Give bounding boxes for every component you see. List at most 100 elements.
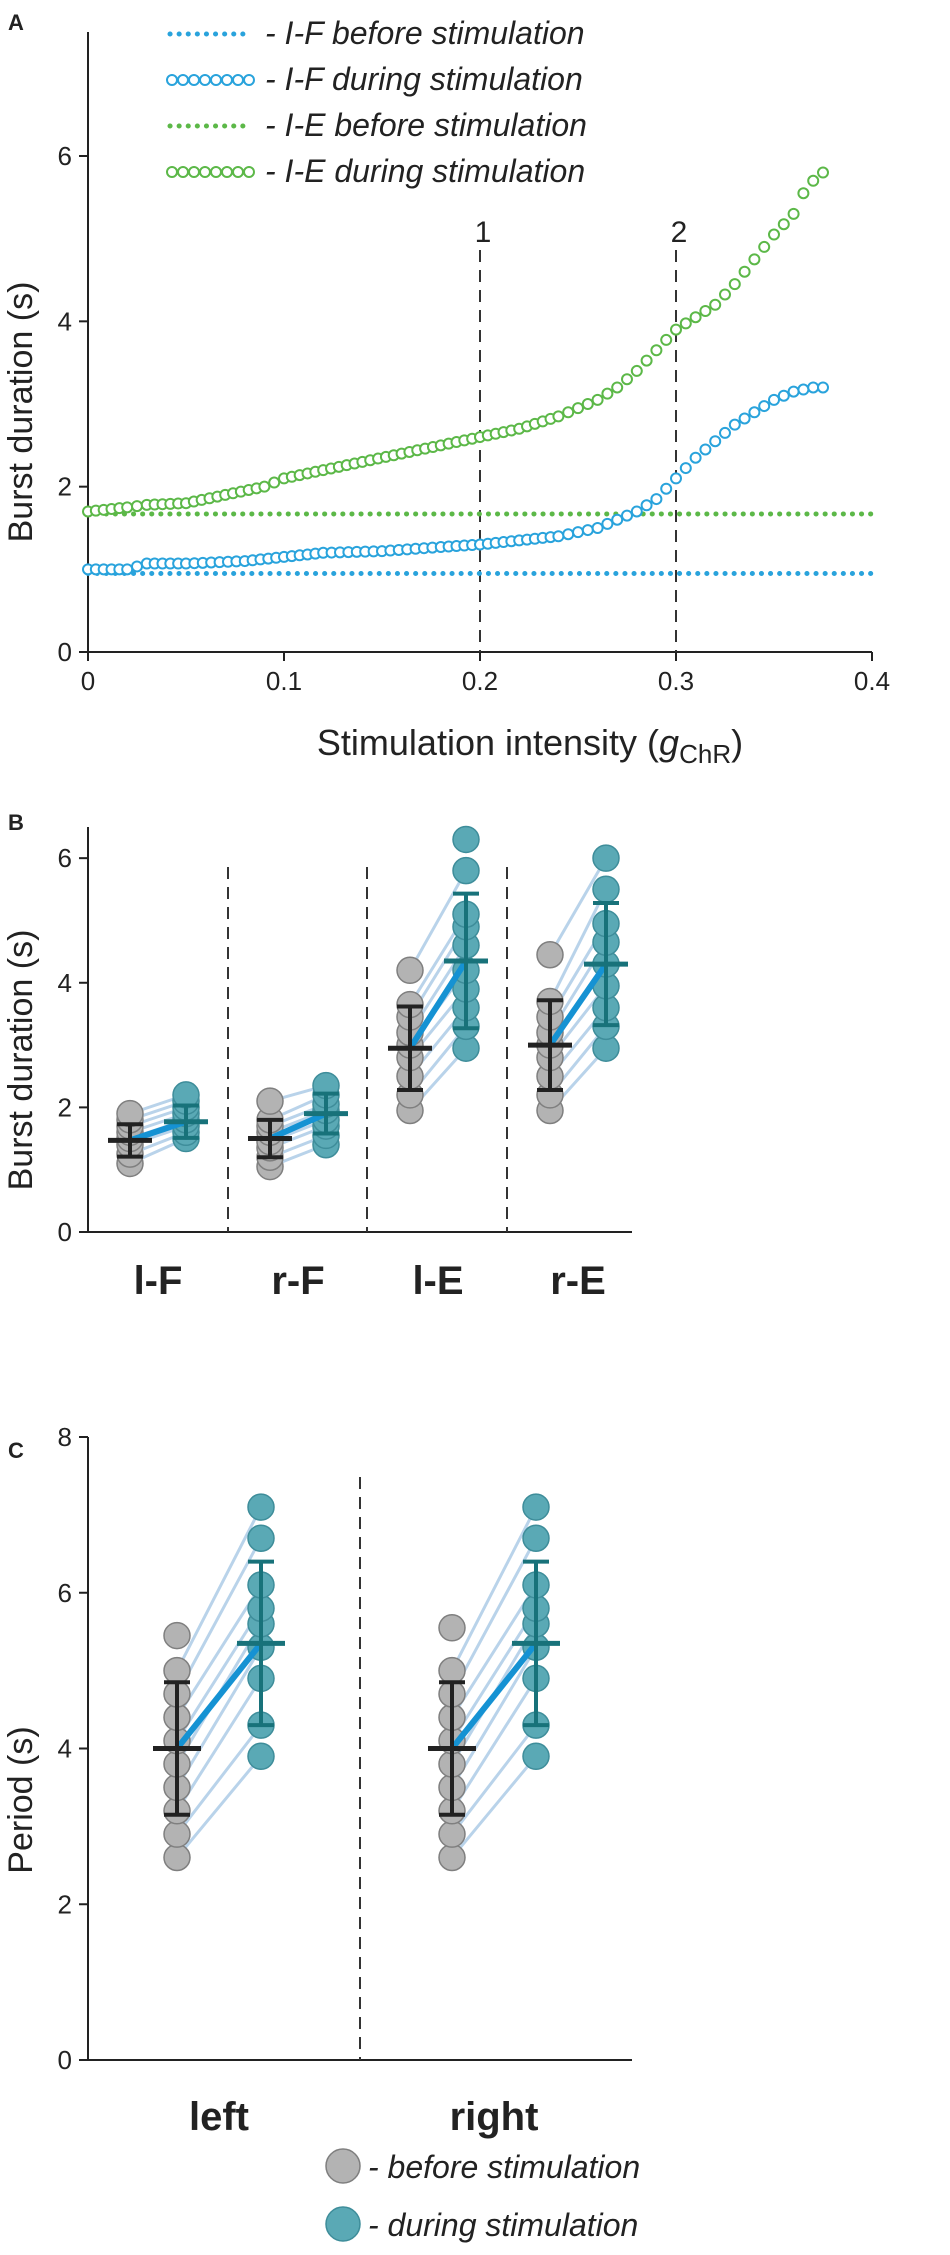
paired-connector-line: [175, 1584, 263, 1719]
data-point-ie-during: [572, 402, 584, 415]
data-point-ie-during: [817, 166, 829, 179]
y-tick-label: 6: [58, 141, 72, 171]
paired-connector-line: [450, 1584, 538, 1719]
legend-marker: [243, 74, 255, 86]
y-tick-label: 2: [58, 1889, 72, 1919]
paired-connector-line: [450, 1537, 538, 1695]
legend-marker: [210, 166, 222, 178]
y-tick-label: 0: [58, 637, 72, 667]
before-data-point: [396, 956, 424, 985]
data-point-if-during: [621, 509, 633, 522]
data-point-ie-during: [738, 265, 751, 278]
y-tick-label: 6: [58, 843, 72, 873]
y-tick-label: 4: [58, 1734, 72, 1764]
paired-connector-line: [408, 869, 468, 972]
paired-connector-line: [175, 1755, 263, 1859]
data-point-if-during: [768, 393, 780, 406]
data-point-ie-during: [719, 288, 731, 301]
before-data-point: [163, 1656, 191, 1685]
x-tick-label: 0.4: [854, 666, 890, 696]
data-point-if-during: [817, 381, 829, 394]
panel-c: C 0 2 4 6 8 left right Period (s) - before sti…: [2, 1422, 640, 2243]
data-point-if-during: [787, 385, 800, 398]
data-point-if-during: [591, 522, 604, 534]
panel-b-plot-area: 0 2 4 6 l-F r-F l-E r-E: [58, 825, 632, 1303]
mean-connector-line: [547, 962, 609, 1047]
category-label: right: [450, 2095, 539, 2139]
data-point-ie-during: [807, 174, 820, 187]
during-data-point: [452, 856, 480, 885]
y-tick-label: 2: [58, 472, 72, 502]
y-tick-label: 8: [58, 1422, 72, 1452]
panel-b-y-axis-label: Burst duration (s): [2, 930, 40, 1191]
paired-connector-line: [450, 1607, 538, 1742]
legend-marker: [221, 166, 233, 178]
legend-label-if-during: - I-F during stimulation: [265, 61, 583, 97]
y-tick-label: 4: [58, 306, 72, 336]
data-point-ie-during: [670, 323, 682, 336]
data-point-if-during: [562, 528, 575, 541]
paired-connector-line: [450, 1506, 538, 1672]
during-data-point: [522, 1493, 550, 1521]
paired-connector-line: [450, 1755, 538, 1859]
data-point-if-during: [709, 435, 722, 448]
data-point-ie-during: [268, 476, 281, 489]
data-point-ie-during: [552, 410, 565, 423]
legend-marker: [177, 74, 189, 86]
x-tick-label: 0.2: [462, 666, 498, 696]
panel-b: B 0 2 4 6 l-F r-F l-E r-E Burst duration (s): [2, 810, 632, 1303]
paired-connector-line: [175, 1677, 263, 1812]
mean-connector-line: [449, 1641, 539, 1751]
paired-connector-line: [175, 1537, 263, 1695]
data-point-if-during: [679, 462, 692, 475]
y-tick-label: 4: [58, 968, 72, 998]
legend-marker: [166, 166, 178, 178]
data-point-if-during: [719, 426, 731, 439]
reference-line-label: 2: [671, 216, 688, 249]
legend-entry-before: - before stimulation: [325, 2148, 640, 2185]
data-point-ie-during: [679, 317, 692, 330]
data-point-if-during: [738, 412, 751, 425]
panel-c-letter: C: [8, 1438, 24, 1463]
mean-connector-line: [268, 1110, 328, 1142]
panel-c-y-axis-label: Period (s): [2, 1726, 40, 1873]
legend-marker: [188, 74, 200, 86]
data-point-ie-during: [591, 393, 604, 406]
panel-a-y-axis-label: Burst duration (s): [2, 282, 40, 543]
category-label: r-F: [271, 1259, 324, 1303]
before-data-point: [163, 1820, 191, 1848]
legend-swatch-during: [325, 2206, 361, 2242]
legend-marker: [232, 166, 244, 178]
during-data-point: [247, 1493, 275, 1521]
x-tick-label: 0.3: [658, 666, 694, 696]
category-label: l-F: [134, 1259, 183, 1303]
paired-connector-line: [450, 1724, 538, 1836]
data-point-ie-during: [768, 228, 780, 241]
data-point-if-during: [650, 493, 663, 506]
data-point-if-during: [131, 560, 143, 573]
category-label: r-E: [550, 1259, 606, 1303]
data-point-if-during: [660, 482, 673, 495]
before-data-point: [438, 1843, 466, 1872]
during-data-point: [247, 1524, 275, 1552]
data-point-ie-during: [709, 298, 722, 311]
data-point-ie-during: [728, 278, 741, 291]
before-data-point: [438, 1614, 466, 1642]
data-point-if-during: [121, 563, 134, 576]
category-label: left: [189, 2095, 249, 2139]
legend-label-before: - before stimulation: [368, 2149, 640, 2185]
before-data-point: [438, 1656, 466, 1685]
data-point-if-during: [572, 526, 584, 539]
data-point-ie-during: [562, 406, 575, 419]
legend-marker: [166, 74, 178, 86]
legend-label-during: - during stimulation: [368, 2207, 638, 2243]
y-tick-label: 0: [58, 2045, 72, 2075]
panel-c-legend: - before stimulation - during stimulatio…: [325, 2148, 640, 2243]
legend-label-ie-before: - I-E before stimulation: [265, 107, 587, 143]
data-point-if-during: [728, 418, 741, 431]
during-data-point: [247, 1742, 275, 1771]
paired-connector-line: [450, 1646, 538, 1789]
data-point-if-during: [748, 406, 761, 419]
legend-entry-ie-during: - I-E during stimulation: [166, 153, 585, 189]
